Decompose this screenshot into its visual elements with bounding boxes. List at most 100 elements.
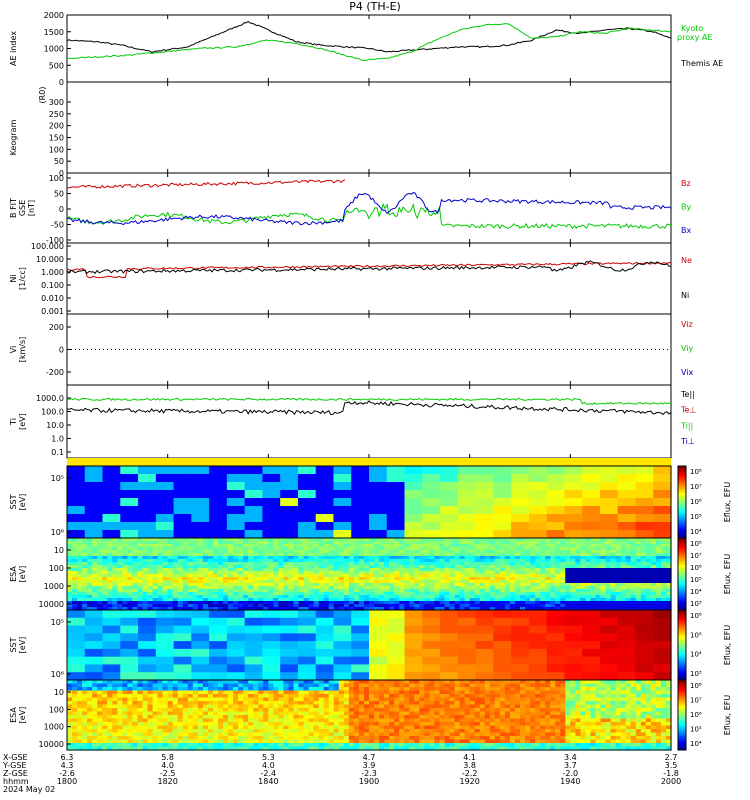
sst-e-panel-cell	[422, 530, 441, 539]
esa-i-panel-cell	[233, 729, 239, 734]
esa-e-panel-cell	[504, 556, 511, 560]
esa-i-panel-cell	[187, 739, 194, 744]
esa-i-panel-cell	[218, 732, 224, 737]
esa-e-panel-cell	[655, 595, 662, 599]
esa-i-panel-cell	[152, 708, 159, 713]
esa-i-panel-cell	[288, 718, 295, 723]
esa-i-panel-cell	[72, 729, 78, 734]
sst-i-panel-cell	[653, 633, 672, 642]
esa-e-panel-cell	[630, 589, 637, 593]
esa-i-panel-cell	[97, 715, 103, 720]
sst-i-panel-cell	[102, 648, 121, 658]
esa-e-panel-cell	[293, 571, 300, 575]
esa-i-panel-cell	[137, 743, 144, 748]
sst-i-panel-cell	[635, 641, 654, 650]
esa-e-panel-cell	[323, 595, 330, 599]
esa-i-panel-cell	[263, 680, 269, 685]
esa-e-panel-cell	[107, 592, 113, 596]
esa-e-panel-cell	[575, 574, 581, 578]
esa-e-panel-cell	[223, 538, 229, 542]
esa-e-panel-cell	[399, 595, 405, 599]
esa-e-panel-cell	[645, 607, 652, 611]
esa-e-panel-cell	[610, 592, 617, 596]
esa-e-panel-cell	[92, 586, 98, 590]
esa-e-panel-cell	[152, 607, 159, 611]
esa-e-panel-cell	[650, 541, 657, 545]
esa-e-panel-cell	[177, 553, 184, 557]
esa-i-panel-cell	[157, 725, 164, 730]
esa-e-panel-cell	[540, 565, 546, 569]
esa-e-panel-colorbar-cell	[678, 583, 686, 586]
esa-e-panel-colorbar-cell	[678, 545, 686, 548]
esa-e-panel-cell	[620, 547, 627, 551]
esa-e-panel-cell	[207, 604, 214, 608]
esa-i-panel-cell	[157, 715, 164, 720]
esa-e-panel-cell	[87, 574, 93, 578]
esa-i-panel-cell	[182, 736, 189, 741]
esa-e-panel-cell	[409, 562, 415, 566]
esa-i-panel-cell	[132, 687, 139, 692]
esa-e-panel-cell	[414, 607, 420, 611]
esa-e-panel-cell	[112, 577, 118, 581]
esa-e-panel-cell	[112, 568, 118, 572]
esa-e-panel-cell	[369, 577, 375, 581]
esa-e-panel-cell	[610, 580, 617, 584]
esa-e-panel-cell	[258, 577, 264, 581]
esa-e-panel-cell	[469, 553, 476, 557]
esa-e-panel-cell	[489, 559, 496, 563]
esa-i-panel-cell	[212, 687, 219, 692]
esa-e-panel-cell	[565, 556, 571, 560]
sst-i-panel-colorbar-cell	[678, 617, 686, 620]
esa-e-panel-cell	[660, 550, 667, 554]
esa-e-panel-cell	[404, 556, 410, 560]
sst-i-panel-cell	[226, 648, 246, 658]
esa-e-panel-cell	[394, 541, 400, 545]
sst-i-panel-cell	[599, 610, 619, 619]
esa-e-panel-cell	[228, 589, 234, 593]
esa-i-panel-cell	[77, 694, 83, 699]
esa-e-panel-cell	[333, 565, 340, 569]
esa-i-panel-cell	[142, 697, 149, 702]
esa-e-panel-cell	[474, 595, 481, 599]
esa-i-panel-cell	[273, 746, 279, 751]
esa-i-panel-cell	[223, 736, 229, 741]
esa-i-panel-cell	[223, 683, 229, 688]
esa-i-panel-cell	[97, 683, 103, 688]
sst-e-panel-cell	[493, 474, 512, 483]
esa-e-panel-cell	[97, 592, 103, 596]
esa-e-panel-cell	[535, 538, 541, 542]
ae-ytick-label: 1000	[44, 45, 64, 54]
esa-e-panel-cell	[384, 541, 390, 545]
esa-e-panel-cell	[630, 604, 637, 608]
esa-i-panel-cell	[278, 690, 285, 695]
esa-e-panel-cell	[419, 607, 425, 611]
esa-e-panel-ylabel: ESA	[9, 566, 18, 582]
esa-i-panel-cell	[263, 690, 269, 695]
esa-e-panel-cell	[77, 559, 83, 563]
esa-e-panel-cell	[142, 604, 149, 608]
esa-e-panel-cell	[228, 544, 234, 548]
esa-e-panel-cell	[87, 553, 93, 557]
esa-e-panel-cell	[67, 589, 73, 593]
sst-e-panel-cell	[155, 514, 175, 523]
esa-e-panel-cell	[333, 607, 340, 611]
esa-e-panel-cell	[303, 604, 310, 608]
esa-e-panel-cell	[102, 604, 108, 608]
esa-i-panel-cell	[263, 746, 269, 751]
esa-i-panel-cell	[228, 725, 234, 730]
esa-e-panel-cell	[399, 550, 405, 554]
esa-i-panel-cell	[147, 701, 154, 706]
esa-e-panel-cell	[273, 541, 279, 545]
sst-i-panel-cell	[440, 664, 459, 673]
esa-e-panel-cell	[283, 607, 290, 611]
esa-i-panel-cell	[137, 722, 144, 727]
esa-e-panel-cell	[580, 565, 587, 569]
sst-i-panel-cell	[617, 641, 637, 650]
esa-e-panel-cell	[384, 595, 390, 599]
esa-e-panel-cell	[107, 577, 113, 581]
esa-e-panel-cell	[489, 580, 496, 584]
esa-e-panel-cell	[409, 601, 415, 605]
esa-e-panel-cell	[459, 604, 466, 608]
esa-e-panel-cell	[630, 565, 637, 569]
ne-line	[66, 261, 672, 279]
